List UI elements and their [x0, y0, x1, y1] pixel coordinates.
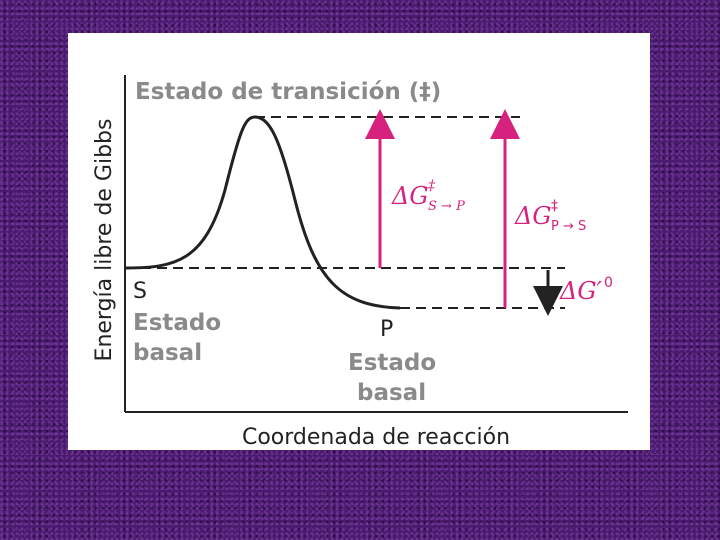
forward-sub: S → P [428, 199, 465, 214]
panel [68, 33, 650, 450]
product-label-1: Estado [348, 350, 436, 376]
standard-sup: 0 [604, 275, 613, 291]
title: Estado de transición (‡) [135, 79, 441, 105]
substrate-symbol: S [133, 279, 147, 304]
standard-change-label: ΔG′ 0 [559, 275, 613, 305]
forward-barrier-label: ΔG ‡ S → P [391, 178, 465, 214]
reverse-sub: P → S [551, 219, 586, 234]
forward-sup: ‡ [427, 178, 436, 194]
reverse-sup: ‡ [551, 198, 558, 214]
substrate-label-2: basal [133, 340, 202, 366]
standard-symbol: ΔG′ [559, 277, 603, 305]
forward-symbol: ΔG [391, 182, 429, 210]
reverse-barrier-label: ΔG ‡ P → S [514, 198, 586, 234]
reverse-symbol: ΔG [514, 202, 552, 230]
x-axis-label: Coordenada de reacción [242, 425, 510, 450]
energy-curve [124, 115, 401, 310]
product-symbol: P [380, 317, 393, 342]
axes [124, 75, 628, 413]
substrate-label-1: Estado [133, 310, 221, 336]
product-label-2: basal [357, 380, 426, 406]
y-axis-label: Energía libre de Gibbs [92, 119, 117, 362]
